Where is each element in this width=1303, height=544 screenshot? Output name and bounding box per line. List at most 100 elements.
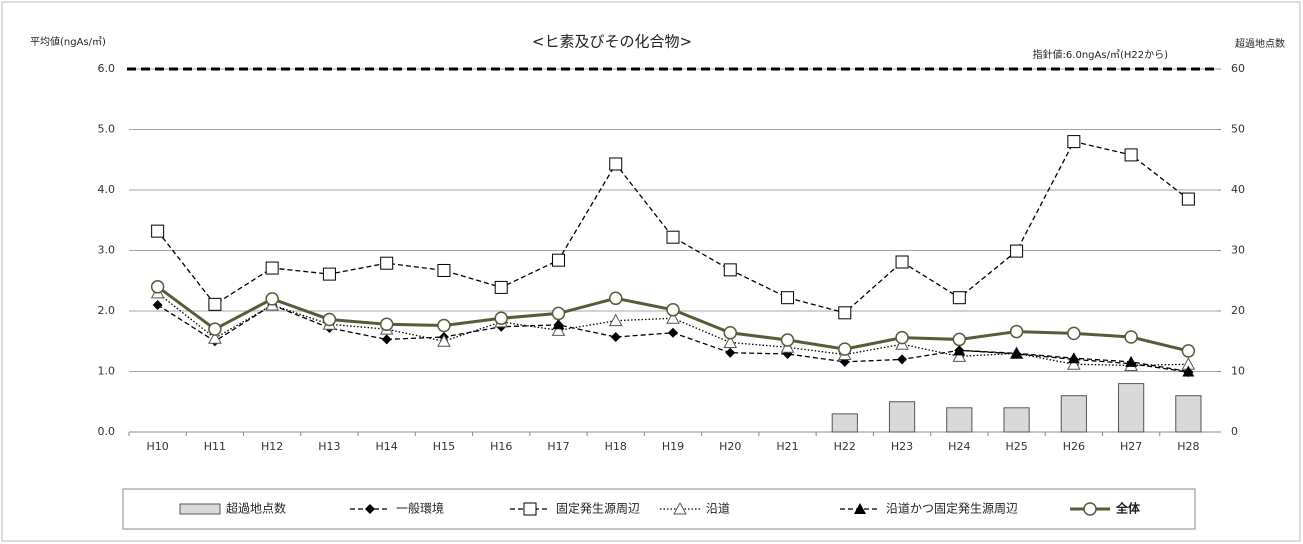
x-tick-label: H16 xyxy=(490,440,512,453)
marker xyxy=(1066,357,1081,370)
marker xyxy=(1010,244,1024,258)
y-tick-label: 6.0 xyxy=(98,62,116,75)
x-tick-label: H22 xyxy=(834,440,856,453)
x-tick-label: H21 xyxy=(776,440,798,453)
marker xyxy=(551,323,566,336)
marker xyxy=(1067,326,1081,341)
legend-marker xyxy=(673,501,687,515)
y-tick-label: 5.0 xyxy=(98,123,116,136)
x-tick-label: H10 xyxy=(146,440,168,453)
y2-tick-label: 30 xyxy=(1231,244,1245,257)
y2-tick-label: 10 xyxy=(1231,365,1245,378)
marker xyxy=(666,230,680,244)
marker xyxy=(723,263,737,277)
marker xyxy=(952,332,967,347)
marker xyxy=(1067,135,1081,149)
y-tick-label: 1.0 xyxy=(98,365,116,378)
marker xyxy=(1124,148,1138,162)
y2-tick-label: 0 xyxy=(1231,425,1238,438)
y2-tick-label: 60 xyxy=(1231,62,1245,75)
x-tick-label: H13 xyxy=(318,440,340,453)
legend-label: 沿道かつ固定発生源周辺 xyxy=(886,501,1018,516)
marker xyxy=(666,303,680,317)
marker xyxy=(494,311,508,326)
marker xyxy=(208,297,222,311)
marker xyxy=(322,267,336,281)
x-tick-label: H15 xyxy=(433,440,455,453)
marker xyxy=(265,261,279,275)
marker xyxy=(723,326,738,340)
y-tick-label: 0.0 xyxy=(98,425,116,438)
y-tick-label: 2.0 xyxy=(98,304,116,317)
marker xyxy=(895,330,909,345)
legend-marker xyxy=(1083,502,1097,516)
marker xyxy=(1125,355,1138,367)
marker xyxy=(1067,352,1080,364)
x-tick-label: H14 xyxy=(376,440,398,453)
marker xyxy=(381,334,392,345)
x-tick-label: H25 xyxy=(1005,440,1027,453)
marker xyxy=(725,347,736,358)
legend-marker xyxy=(523,502,537,516)
legend-label: 固定発生源周辺 xyxy=(556,501,640,516)
marker xyxy=(437,318,451,333)
marker xyxy=(437,334,451,347)
x-tick-label: H27 xyxy=(1120,440,1142,453)
marker xyxy=(608,291,623,306)
marker xyxy=(1182,365,1195,377)
marker xyxy=(494,280,508,294)
marker xyxy=(952,349,967,362)
marker xyxy=(609,157,623,171)
legend-label: 一般環境 xyxy=(396,501,444,516)
marker xyxy=(780,340,795,353)
marker xyxy=(838,306,852,320)
marker xyxy=(666,311,680,324)
bar xyxy=(946,407,973,433)
marker xyxy=(380,256,394,270)
bar xyxy=(1003,407,1030,433)
marker xyxy=(897,354,908,365)
legend-label: 全体 xyxy=(1115,501,1141,516)
marker xyxy=(379,317,394,332)
marker xyxy=(952,291,966,305)
marker xyxy=(668,327,678,338)
x-tick-label: H11 xyxy=(204,440,226,453)
marker xyxy=(322,312,337,327)
x-tick-label: H18 xyxy=(605,440,627,453)
marker xyxy=(610,332,621,343)
y-tick-label: 4.0 xyxy=(98,183,116,196)
marker xyxy=(1181,344,1196,358)
y-axis-label: 平均値(ngAs/㎥) xyxy=(30,35,106,48)
y-tick-label: 3.0 xyxy=(98,244,116,257)
marker xyxy=(1010,347,1023,359)
bar xyxy=(831,413,858,433)
y2-tick-label: 50 xyxy=(1231,123,1245,136)
x-tick-label: H12 xyxy=(261,440,283,453)
y2-tick-label: 20 xyxy=(1231,304,1245,317)
legend-box xyxy=(122,488,1196,530)
marker xyxy=(208,331,222,344)
marker xyxy=(1181,192,1195,206)
legend-label: 沿道 xyxy=(706,502,730,516)
marker xyxy=(780,333,795,347)
bar xyxy=(1118,383,1145,433)
marker xyxy=(723,335,738,348)
x-tick-label: H20 xyxy=(719,440,741,453)
y2-axis-label: 超過地点数 xyxy=(1235,37,1285,50)
legend-marker xyxy=(365,504,375,514)
chart-title: <ヒ素及びその化合物> xyxy=(532,33,692,51)
marker xyxy=(265,292,279,306)
y2-tick-label: 40 xyxy=(1231,183,1245,196)
marker xyxy=(895,255,909,269)
marker xyxy=(1124,330,1138,344)
legend-label: 超過地点数 xyxy=(226,501,286,516)
marker xyxy=(208,322,222,336)
marker xyxy=(150,280,165,294)
marker xyxy=(1009,324,1024,339)
marker xyxy=(608,313,623,327)
x-tick-label: H28 xyxy=(1177,440,1199,453)
x-tick-label: H24 xyxy=(948,440,970,453)
x-tick-label: H19 xyxy=(662,440,684,453)
